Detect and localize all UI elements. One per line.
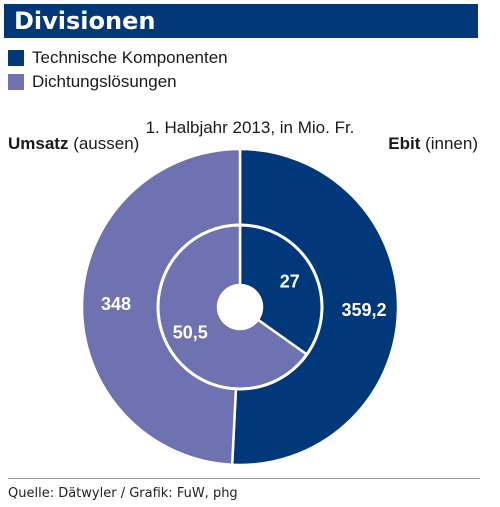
legend-item-dichtungsloesungen: Dichtungslösungen	[8, 70, 228, 94]
legend-label: Dichtungslösungen	[32, 72, 177, 91]
source-note: Quelle: Dätwyler / Grafik: FuW, phg	[8, 486, 238, 501]
outer-ring-label-rest: (aussen)	[68, 134, 140, 153]
legend-label: Technische Komponenten	[32, 48, 228, 67]
footer-divider	[8, 478, 480, 479]
outer-ring-label: Umsatz (aussen)	[8, 134, 139, 154]
inner-ring-label: Ebit (innen)	[388, 134, 478, 154]
outer-ring-label-bold: Umsatz	[8, 134, 69, 153]
legend: Technische Komponenten Dichtungslösungen	[8, 46, 228, 94]
legend-swatch	[8, 50, 24, 66]
outer-ring-value-label-1: 348	[101, 294, 131, 314]
legend-item-technische-komponenten: Technische Komponenten	[8, 46, 228, 70]
inner-ring-label-rest: (innen)	[420, 134, 478, 153]
legend-swatch	[8, 74, 24, 90]
inner-ring-value-label-0: 27	[280, 271, 300, 291]
chart-title: Divisionen	[4, 4, 478, 38]
ring-separator	[156, 223, 324, 391]
chart-subtitle: 1. Halbjahr 2013, in Mio. Fr.	[145, 118, 355, 137]
inner-ring-value-label-1: 50,5	[173, 323, 208, 343]
inner-ring-label-bold: Ebit	[388, 134, 421, 153]
outer-ring-value-label-0: 359,2	[341, 300, 386, 320]
